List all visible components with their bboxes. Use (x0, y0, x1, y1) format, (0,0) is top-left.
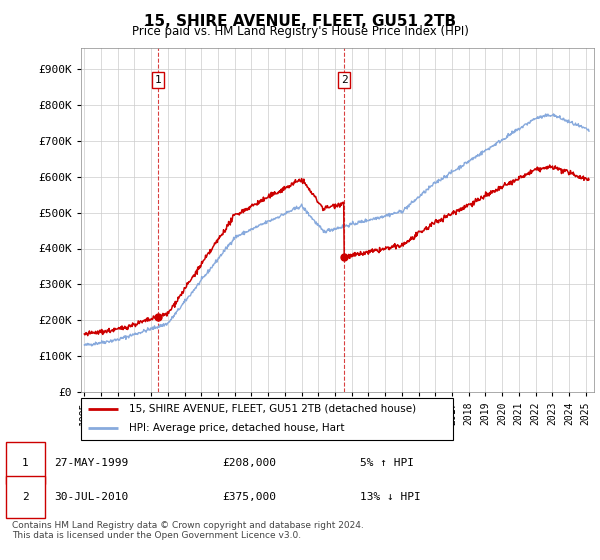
Text: 27-MAY-1999: 27-MAY-1999 (54, 459, 128, 468)
Text: 13% ↓ HPI: 13% ↓ HPI (360, 492, 421, 502)
Text: 1: 1 (22, 459, 29, 468)
Text: Contains HM Land Registry data © Crown copyright and database right 2024.
This d: Contains HM Land Registry data © Crown c… (12, 521, 364, 540)
Text: 2: 2 (22, 492, 29, 502)
Text: £375,000: £375,000 (222, 492, 276, 502)
Text: Price paid vs. HM Land Registry's House Price Index (HPI): Price paid vs. HM Land Registry's House … (131, 25, 469, 38)
Text: 30-JUL-2010: 30-JUL-2010 (54, 492, 128, 502)
FancyBboxPatch shape (81, 398, 453, 440)
Text: 5% ↑ HPI: 5% ↑ HPI (360, 459, 414, 468)
Text: 2: 2 (341, 75, 347, 85)
Text: 1: 1 (154, 75, 161, 85)
Text: 15, SHIRE AVENUE, FLEET, GU51 2TB (detached house): 15, SHIRE AVENUE, FLEET, GU51 2TB (detac… (130, 404, 416, 414)
Text: HPI: Average price, detached house, Hart: HPI: Average price, detached house, Hart (130, 423, 345, 433)
Text: £208,000: £208,000 (222, 459, 276, 468)
Text: 15, SHIRE AVENUE, FLEET, GU51 2TB: 15, SHIRE AVENUE, FLEET, GU51 2TB (144, 14, 456, 29)
